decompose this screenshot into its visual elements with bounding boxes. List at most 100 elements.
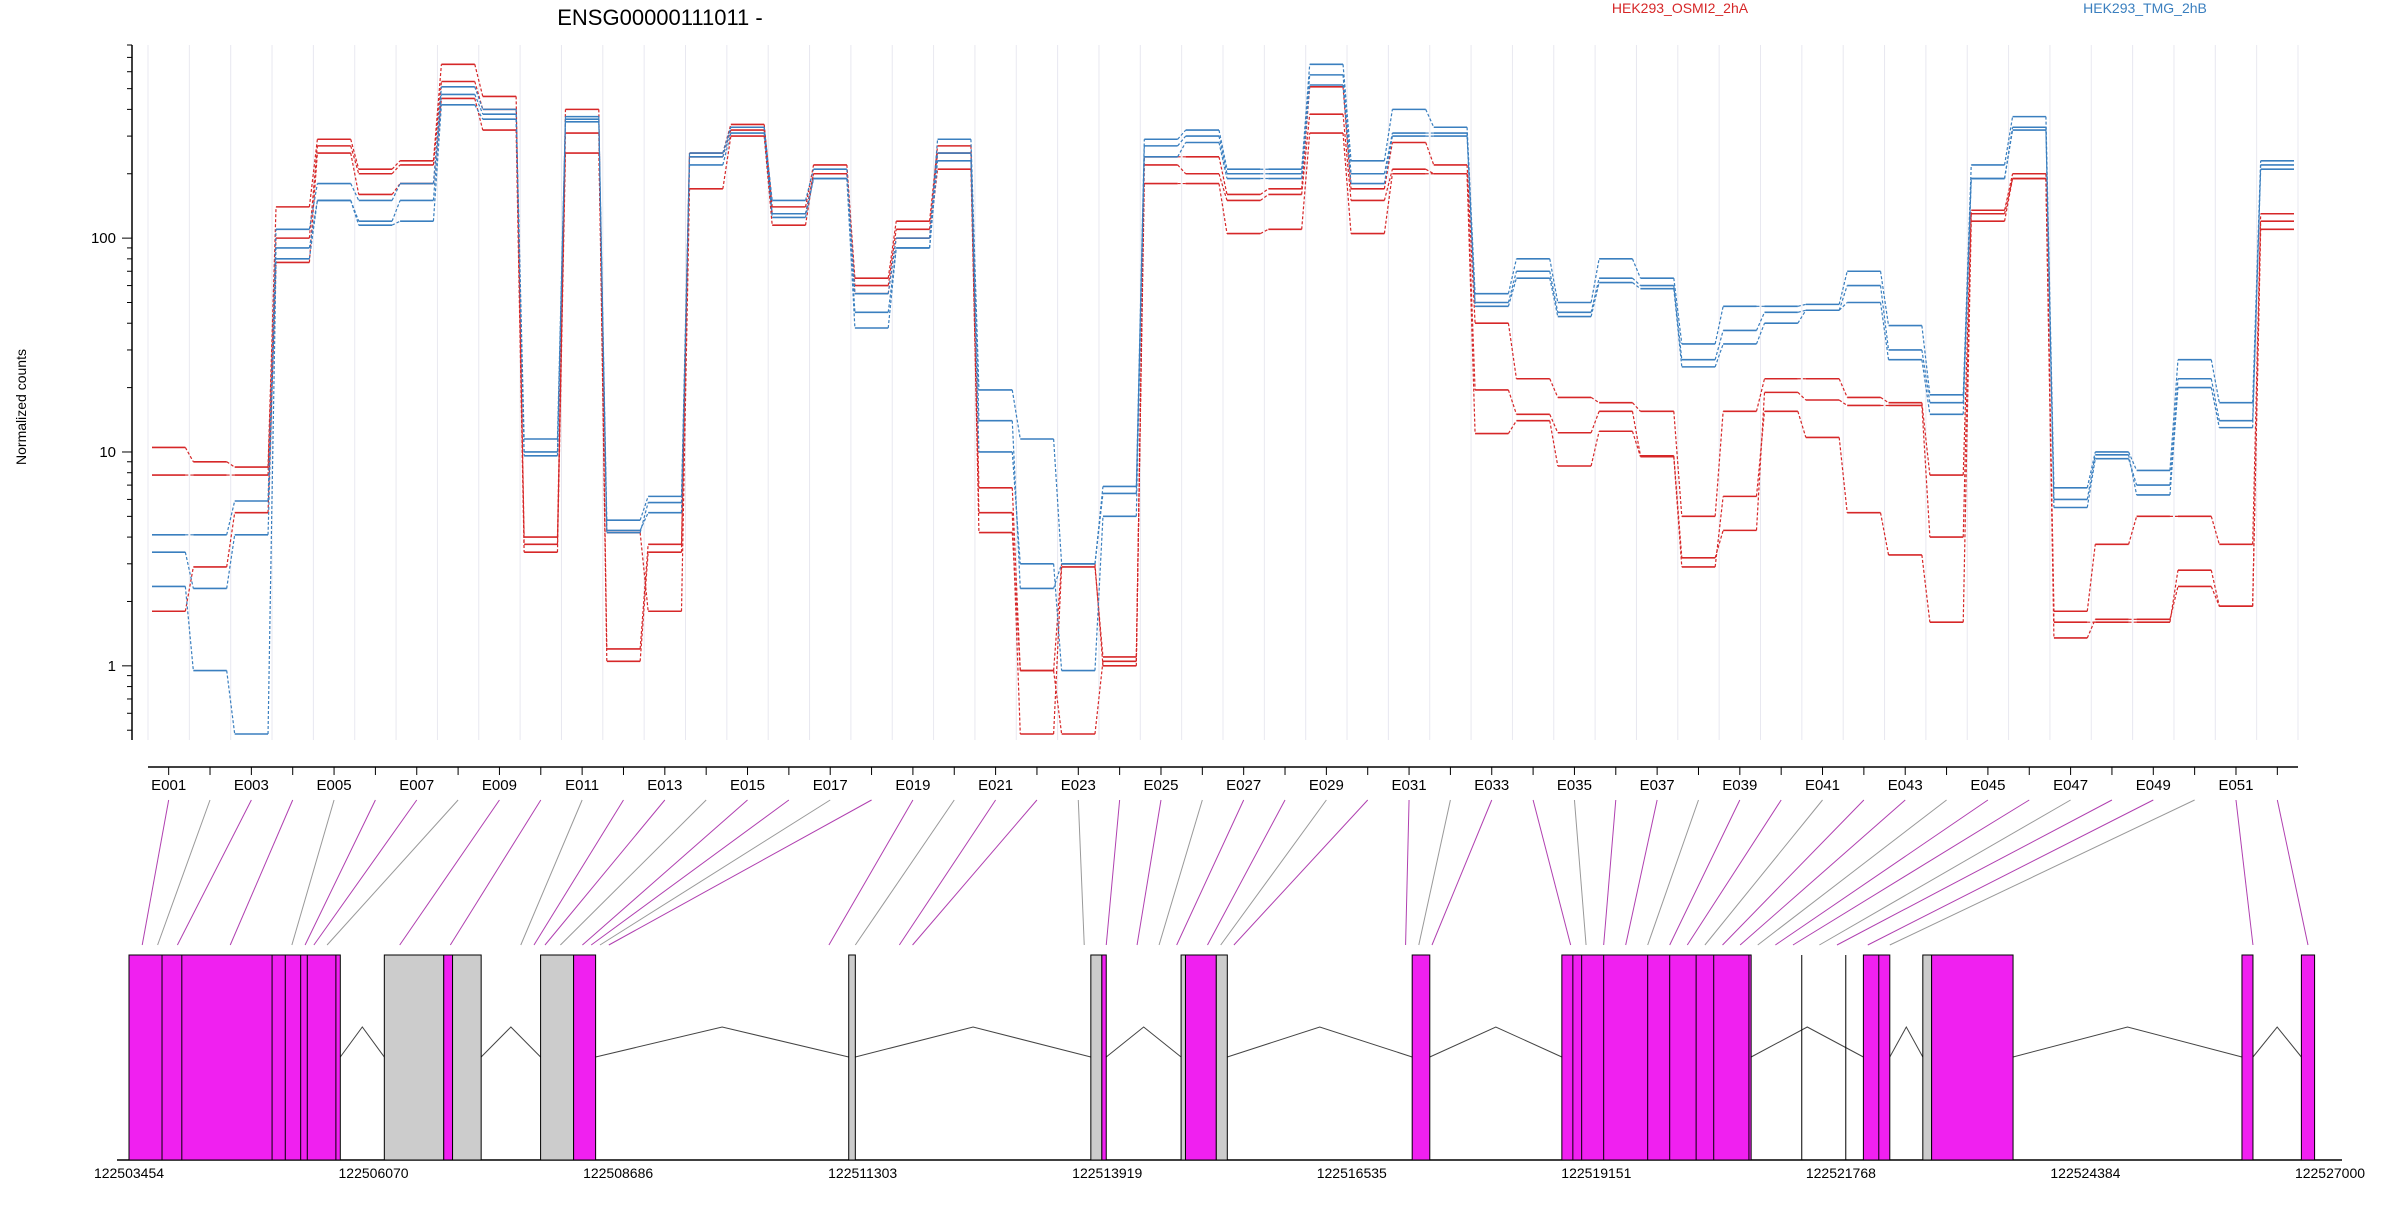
- series-connector: [846, 169, 856, 294]
- series-connector: [887, 221, 897, 279]
- series-connector: [1921, 359, 1931, 415]
- series-connector: [1838, 285, 1848, 311]
- exon-connector: [533, 799, 624, 946]
- x-tick-label: E007: [399, 777, 434, 794]
- series-connector: [2045, 127, 2055, 500]
- series-connector: [1218, 156, 1228, 195]
- series-connector: [804, 178, 815, 214]
- series-connector: [639, 544, 649, 649]
- series-connector: [1342, 74, 1352, 174]
- x-tick-label: E025: [1143, 777, 1178, 794]
- x-tick-label: E031: [1392, 777, 1427, 794]
- exon-connector: [1625, 799, 1658, 946]
- series-connector: [474, 98, 484, 131]
- series-connector: [1011, 420, 1021, 589]
- exon-connector: [313, 799, 418, 946]
- series-connector: [639, 502, 649, 533]
- series-connector: [1383, 169, 1393, 201]
- series-connector: [1383, 173, 1393, 234]
- y-axis-label: Normalized counts: [13, 349, 29, 465]
- series-connector: [1714, 330, 1724, 360]
- series-connector: [804, 169, 815, 201]
- exon-block: [2300, 954, 2316, 1161]
- exon-connector: [1158, 799, 1203, 946]
- exon-block: [1215, 954, 1228, 1161]
- intron-line: [2252, 1026, 2302, 1058]
- x-tick-label: E029: [1309, 777, 1344, 794]
- series-connector: [1632, 402, 1641, 412]
- series-connector: [598, 121, 608, 531]
- series-connector: [2128, 454, 2138, 496]
- intron-line: [1429, 1026, 1563, 1058]
- exon-block: [1184, 954, 1217, 1161]
- series-connector: [928, 139, 939, 239]
- series-connector: [1549, 420, 1559, 467]
- series-connector: [1259, 193, 1269, 201]
- series-connector: [1342, 133, 1352, 234]
- series-connector: [680, 188, 691, 612]
- series-connector: [1838, 271, 1848, 305]
- x-tick-label: E009: [482, 777, 517, 794]
- intron-line: [1105, 1026, 1182, 1058]
- series-connector: [1218, 142, 1228, 179]
- exon-connector: [608, 799, 872, 946]
- exon-connector: [1105, 799, 1121, 946]
- exon-connector: [854, 799, 955, 946]
- series-connector: [1260, 228, 1269, 235]
- exon-block: [2241, 954, 2254, 1161]
- series-connector: [1177, 164, 1187, 175]
- exon-connector: [544, 799, 666, 946]
- series-connector: [887, 238, 897, 294]
- exon-connectors: [141, 799, 2309, 946]
- exon-connector: [229, 799, 294, 946]
- exon-connector: [1669, 799, 1741, 946]
- x-tick-label: E045: [1970, 777, 2005, 794]
- exon-block: [1862, 954, 1891, 1161]
- series-connector: [1011, 451, 1021, 564]
- series-connector: [1962, 221, 1972, 623]
- x-tick-label: E033: [1474, 777, 1509, 794]
- series-connector: [1053, 438, 1063, 564]
- series-connector: [2128, 451, 2138, 471]
- series-connector: [722, 132, 732, 166]
- y-tick-label: 10: [99, 444, 116, 461]
- series-connector: [1094, 516, 1104, 671]
- series-connector: [350, 152, 360, 195]
- series-connector: [350, 183, 360, 201]
- series-connector: [1094, 566, 1104, 658]
- series-connector: [1673, 278, 1683, 345]
- series-connector: [2086, 451, 2096, 488]
- series-connector: [2169, 387, 2179, 495]
- series-connector: [970, 139, 980, 390]
- exon-connector: [912, 799, 1038, 946]
- series-connector: [804, 178, 815, 218]
- series-connector: [2045, 173, 2055, 612]
- series-connector: [391, 200, 401, 222]
- series-connector: [1631, 411, 1642, 456]
- series-connector: [556, 153, 567, 553]
- exon-block: [540, 954, 575, 1161]
- series-connector: [1507, 389, 1517, 415]
- exon-connector: [1077, 799, 1085, 946]
- exon-connector: [560, 799, 707, 946]
- exon-block: [1561, 954, 1752, 1161]
- exon-block: [383, 954, 445, 1161]
- series-connector: [1632, 282, 1641, 290]
- legend-entry-tmg: HEK293_TMG_2hB: [2083, 0, 2207, 16]
- series-connector: [1177, 129, 1187, 140]
- exon-connector: [582, 799, 748, 946]
- exon-connector: [828, 799, 914, 946]
- series-connector: [350, 139, 360, 170]
- series-connector: [432, 94, 443, 201]
- genomic-coordinate: 122511303: [828, 1165, 897, 1181]
- genomic-coordinate: 122513919: [1072, 1165, 1142, 1181]
- series-connector: [350, 200, 360, 226]
- genomic-coordinate: 122508686: [583, 1165, 653, 1181]
- series-connector: [1879, 512, 1890, 556]
- series-connector: [350, 200, 360, 222]
- series-connector: [2003, 116, 2014, 165]
- series-connector: [928, 160, 939, 248]
- series-connector: [1301, 133, 1311, 230]
- series-connector: [1590, 282, 1600, 317]
